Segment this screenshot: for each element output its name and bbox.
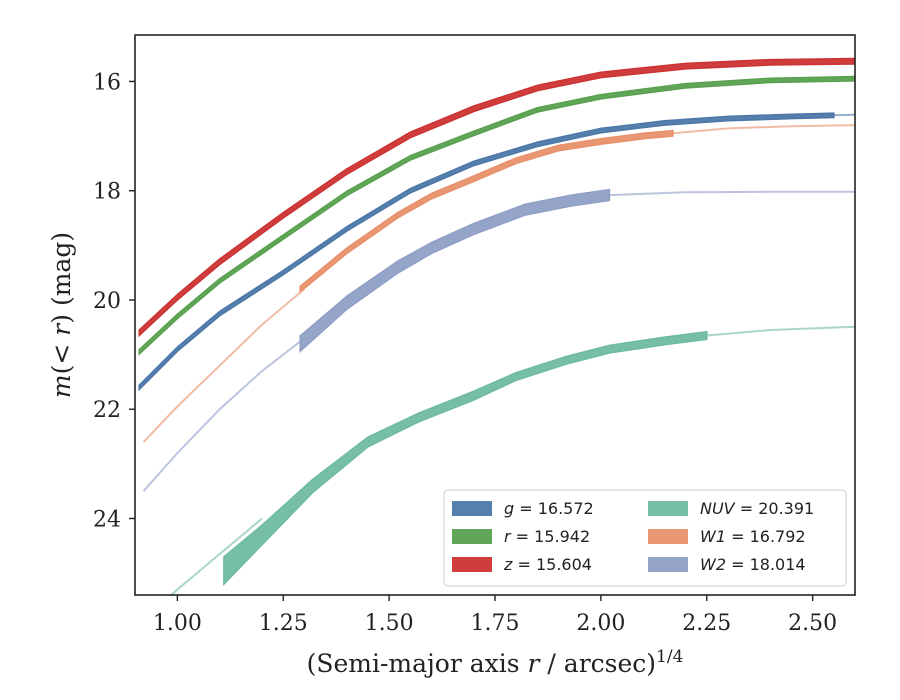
legend-item-g: g = 16.572 — [452, 499, 594, 518]
x-tick-label: 2.25 — [682, 611, 731, 636]
series-g-band — [138, 112, 835, 392]
series-z — [138, 57, 855, 338]
legend-swatch — [648, 557, 688, 572]
series-w2-faint-line-1 — [609, 190, 855, 197]
legend-swatch — [452, 501, 492, 516]
series-g — [138, 112, 855, 392]
legend-swatch — [452, 557, 492, 572]
series-r-band — [138, 75, 855, 356]
y-tick-label: 18 — [93, 180, 121, 205]
legend-box — [443, 489, 847, 587]
series-nuv-band — [223, 330, 708, 586]
legend-label: z = 15.604 — [503, 555, 592, 574]
y-axis: 16 18 20 22 24 — [93, 70, 135, 533]
series-z-band — [138, 57, 855, 338]
series-nuv-faint-line-0 — [169, 517, 263, 595]
x-tick-label: 1.00 — [153, 611, 202, 636]
series-group — [138, 57, 855, 595]
series-w1-faint-line-0 — [142, 288, 306, 443]
y-tick-label: 20 — [93, 289, 121, 314]
legend-swatch — [452, 529, 492, 544]
series-nuv-faint-line-1 — [706, 325, 855, 337]
x-tick-label: 2.00 — [576, 611, 625, 636]
y-tick-label: 16 — [93, 70, 121, 95]
series-w1-faint-line-1 — [672, 124, 855, 135]
legend-item-z: z = 15.604 — [452, 555, 592, 574]
y-tick-label: 22 — [93, 398, 121, 423]
series-w1 — [142, 124, 855, 443]
series-w2-faint-line-0 — [142, 337, 306, 492]
legend-item-r: r = 15.942 — [452, 527, 590, 546]
legend-item-w1: W1 = 16.792 — [648, 527, 806, 546]
x-tick-label: 1.75 — [471, 611, 520, 636]
legend-label: NUV = 20.391 — [700, 499, 814, 518]
x-axis: 1.00 1.25 1.50 1.75 2.00 2.25 2.50 — [153, 595, 837, 636]
series-r — [138, 75, 855, 356]
series-nuv — [169, 325, 855, 595]
legend-label: W1 = 16.792 — [700, 527, 806, 546]
legend-item-nuv: NUV = 20.391 — [648, 499, 814, 518]
series-g-faint-line-0 — [833, 113, 855, 117]
legend-item-w2: W2 = 18.014 — [648, 555, 806, 574]
series-w1-band — [299, 129, 674, 294]
x-tick-label: 1.25 — [259, 611, 308, 636]
series-w2 — [142, 188, 855, 492]
legend-label: g = 16.572 — [504, 499, 594, 518]
series-w2-band — [299, 188, 611, 353]
x-axis-label: (Semi-major axis r / arcsec)1/4 — [307, 647, 684, 678]
legend-label: r = 15.942 — [504, 527, 590, 546]
legend-swatch — [648, 501, 688, 516]
legend: g = 16.572 r = 15.942 z = 15.604 NUV = 20.3… — [443, 489, 847, 587]
x-tick-label: 1.50 — [365, 611, 414, 636]
legend-swatch — [648, 529, 688, 544]
y-axis-label: m(< r) (mag) — [47, 232, 76, 398]
legend-label: W2 = 18.014 — [700, 555, 806, 574]
x-tick-label: 2.50 — [788, 611, 837, 636]
y-tick-label: 24 — [93, 508, 121, 533]
